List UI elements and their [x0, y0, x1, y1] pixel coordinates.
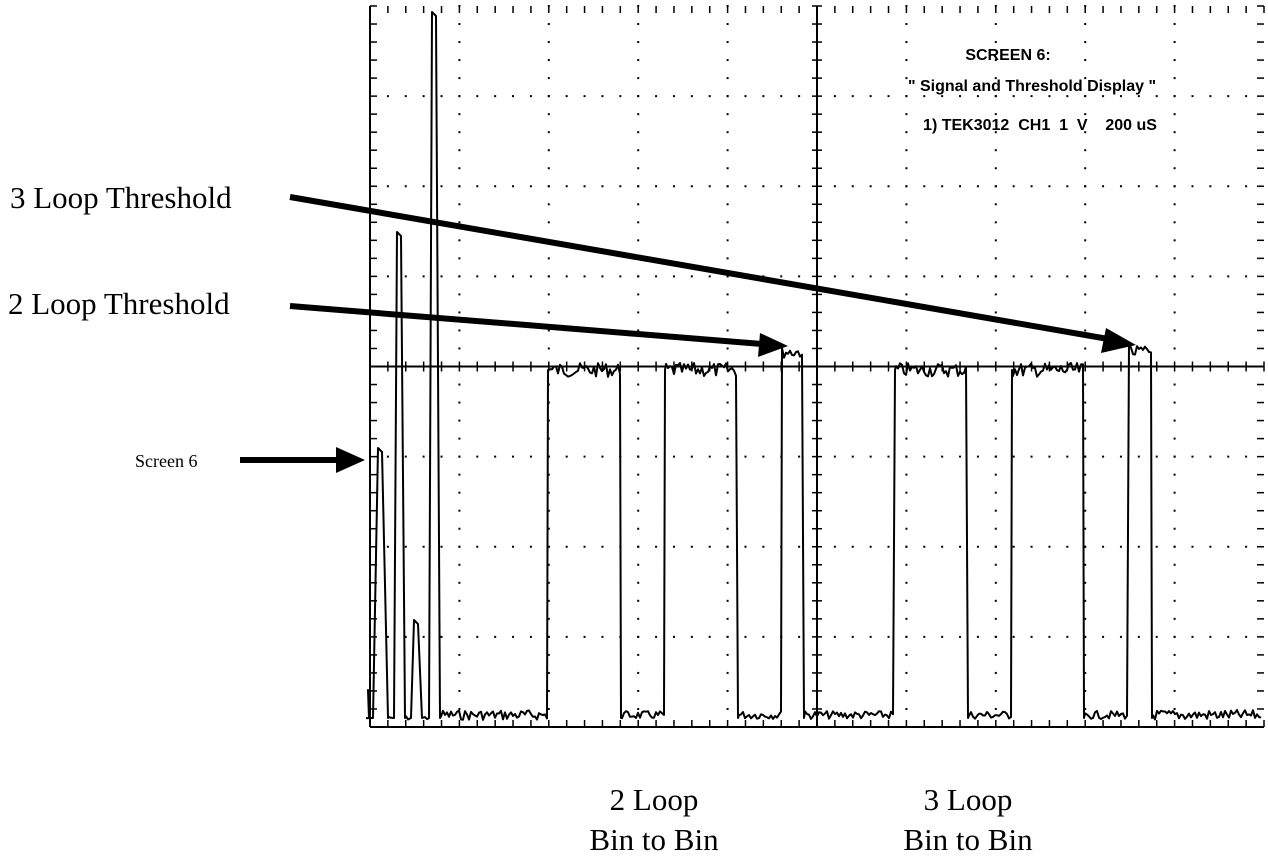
two-loop-pointer-line	[289, 303, 763, 347]
two-loop-arrowhead	[758, 333, 788, 357]
three-loop-label-line1: 3 Loop	[924, 782, 1013, 817]
screen-title: SCREEN 6:	[965, 47, 1050, 64]
screen-subtitle: " Signal and Threshold Display "	[908, 78, 1156, 95]
two-loop-threshold-label: 2 Loop Threshold	[8, 286, 230, 321]
three-loop-pointer-line	[289, 194, 1115, 343]
screen6-label: Screen 6	[135, 451, 197, 471]
channel-info: 1) TEK3012 CH1 1 V 200 uS	[923, 117, 1157, 134]
signal-trace	[365, 11, 1262, 721]
three-loop-threshold-label: 3 Loop Threshold	[10, 180, 232, 215]
three-loop-arrowhead	[1101, 328, 1136, 353]
screen6-arrowhead	[336, 447, 365, 473]
two-loop-label-line2: Bin to Bin	[589, 822, 719, 857]
two-loop-label-line1: 2 Loop	[610, 782, 699, 817]
three-loop-label-line2: Bin to Bin	[903, 822, 1033, 857]
